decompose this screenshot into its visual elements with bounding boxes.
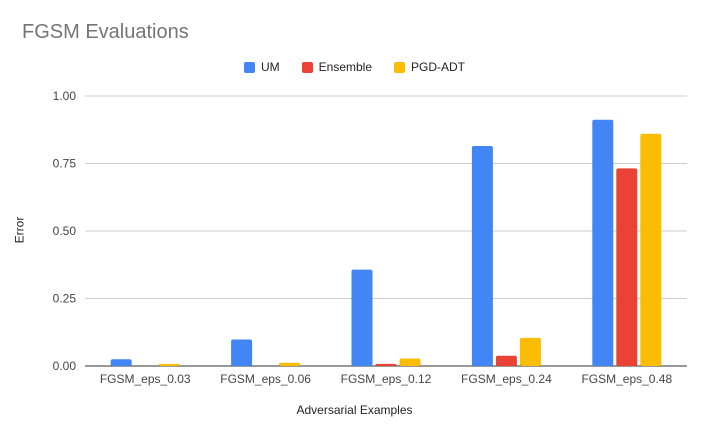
legend-label-um: UM [260, 60, 280, 74]
bar-pgd-adt [640, 133, 662, 366]
bar-ensemble [375, 363, 397, 366]
x-tick-label: FGSM_eps_0.24 [461, 372, 552, 386]
legend-swatch-ensemble [301, 61, 313, 73]
bar-um [231, 339, 253, 366]
bar-um [351, 269, 373, 366]
y-tick-label: 0.00 [53, 359, 77, 373]
y-tick-label: 0.50 [53, 224, 77, 238]
bar-pgd-adt [158, 363, 180, 366]
bar-pgd-adt [279, 362, 301, 366]
legend-label-pgd-adt: PGD-ADT [411, 60, 466, 74]
x-tick-label: FGSM_eps_0.06 [220, 372, 311, 386]
legend-item-ensemble[interactable]: Ensemble [301, 60, 373, 74]
bar-um [471, 145, 493, 366]
y-tick-label: 1.00 [53, 89, 77, 103]
x-tick-label: FGSM_eps_0.03 [100, 372, 191, 386]
bar-pgd-adt [399, 358, 421, 366]
legend-swatch-um [243, 61, 255, 73]
bar-pgd-adt [519, 337, 541, 366]
bar-ensemble [495, 355, 517, 366]
legend-swatch-pgd-adt [394, 61, 406, 73]
y-tick-label: 0.25 [53, 292, 77, 306]
bar-ensemble [616, 168, 638, 366]
legend-item-um[interactable]: UM [243, 60, 280, 74]
x-axis-label: Adversarial Examples [296, 403, 413, 417]
legend-label-ensemble: Ensemble [318, 60, 373, 74]
x-tick-label: FGSM_eps_0.48 [581, 372, 672, 386]
legend-item-pgd-adt[interactable]: PGD-ADT [394, 60, 465, 74]
bar-um [110, 359, 132, 366]
chart-title: FGSM Evaluations [22, 21, 189, 43]
legend: UM Ensemble PGD-ADT [0, 60, 709, 74]
bar-um [592, 119, 614, 366]
y-tick-label: 0.75 [53, 157, 77, 171]
x-tick-label: FGSM_eps_0.12 [341, 372, 432, 386]
